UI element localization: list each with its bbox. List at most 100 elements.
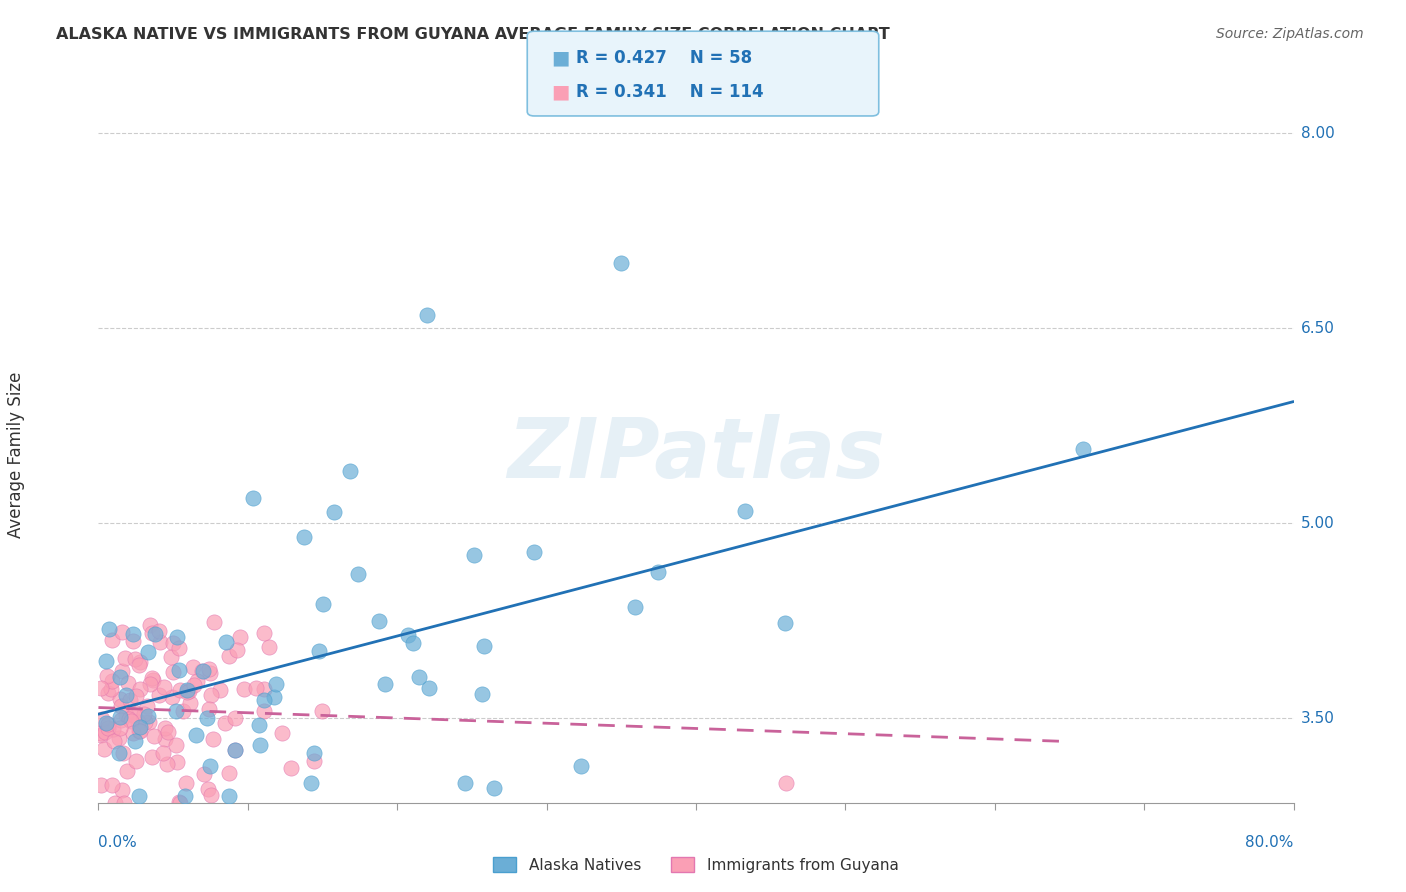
Point — [97, 716, 120, 731]
Text: ZIPatlas: ZIPatlas — [508, 415, 884, 495]
Point — [110, 691, 132, 706]
Point — [165, 738, 187, 752]
Text: ■: ■ — [551, 48, 569, 68]
Point — [245, 681, 267, 695]
Point — [141, 749, 163, 764]
Point — [183, 678, 205, 692]
Point — [253, 704, 276, 718]
Point — [145, 627, 167, 641]
Point — [118, 693, 141, 707]
Point — [127, 715, 149, 730]
Point — [198, 666, 221, 681]
Point — [103, 796, 125, 810]
Point — [418, 681, 440, 696]
Point — [647, 565, 669, 579]
Point — [402, 636, 425, 650]
Point — [214, 715, 236, 730]
Text: 0.0%: 0.0% — [98, 835, 138, 850]
Point — [155, 721, 177, 735]
Point — [396, 628, 419, 642]
Point — [242, 491, 264, 505]
Point — [186, 674, 208, 689]
Point — [100, 632, 122, 647]
Point — [368, 614, 391, 628]
Point — [167, 663, 190, 677]
Point — [148, 688, 170, 702]
Point — [193, 766, 215, 780]
Point — [263, 690, 285, 704]
Point — [249, 739, 271, 753]
Point — [374, 677, 396, 691]
Point — [346, 566, 368, 581]
Point — [218, 649, 240, 664]
Point — [96, 668, 118, 682]
Point — [115, 764, 138, 778]
Point — [141, 671, 163, 685]
Point — [198, 702, 221, 716]
Point — [98, 623, 121, 637]
Point — [90, 778, 112, 792]
Point — [129, 720, 152, 734]
Point — [472, 639, 495, 653]
Point — [218, 789, 240, 804]
Point — [202, 615, 225, 629]
Point — [416, 308, 439, 322]
Point — [97, 721, 120, 735]
Point — [247, 717, 270, 731]
Point — [90, 681, 112, 695]
Point — [101, 674, 124, 689]
Point — [114, 689, 136, 703]
Point — [569, 758, 592, 772]
Point — [157, 724, 180, 739]
Point — [128, 723, 150, 738]
Text: Average Family Size: Average Family Size — [7, 372, 25, 538]
Point — [253, 681, 276, 696]
Point — [122, 705, 145, 719]
Point — [299, 775, 322, 789]
Point — [200, 688, 222, 702]
Point — [308, 644, 330, 658]
Point — [176, 776, 198, 790]
Point — [142, 673, 165, 688]
Point — [224, 710, 246, 724]
Point — [734, 504, 756, 518]
Point — [139, 618, 162, 632]
Point — [280, 761, 302, 775]
Point — [471, 687, 494, 701]
Text: 6.50: 6.50 — [1301, 320, 1334, 335]
Point — [264, 677, 287, 691]
Point — [152, 681, 174, 695]
Point — [94, 724, 117, 739]
Point — [124, 652, 146, 666]
Point — [610, 256, 633, 270]
Point — [136, 709, 159, 723]
Point — [97, 685, 120, 699]
Point — [110, 714, 132, 728]
Point — [149, 635, 172, 649]
Point — [143, 729, 166, 743]
Text: ALASKA NATIVE VS IMMIGRANTS FROM GUYANA AVERAGE FAMILY SIZE CORRELATION CHART: ALASKA NATIVE VS IMMIGRANTS FROM GUYANA … — [56, 27, 890, 42]
Point — [155, 756, 177, 771]
Point — [100, 681, 122, 696]
Text: 3.50: 3.50 — [1301, 711, 1334, 726]
Point — [160, 690, 183, 705]
Point — [253, 626, 276, 640]
Point — [103, 734, 125, 748]
Point — [111, 625, 134, 640]
Point — [167, 640, 190, 655]
Point — [179, 697, 201, 711]
Point — [101, 778, 124, 792]
Point — [523, 545, 546, 559]
Point — [191, 664, 214, 678]
Point — [292, 530, 315, 544]
Point — [165, 704, 187, 718]
Point — [312, 597, 335, 611]
Point — [454, 776, 477, 790]
Point — [1071, 442, 1094, 456]
Point — [166, 630, 188, 644]
Point — [162, 636, 184, 650]
Point — [90, 728, 112, 742]
Point — [108, 710, 131, 724]
Point — [322, 505, 344, 519]
Point — [138, 714, 160, 729]
